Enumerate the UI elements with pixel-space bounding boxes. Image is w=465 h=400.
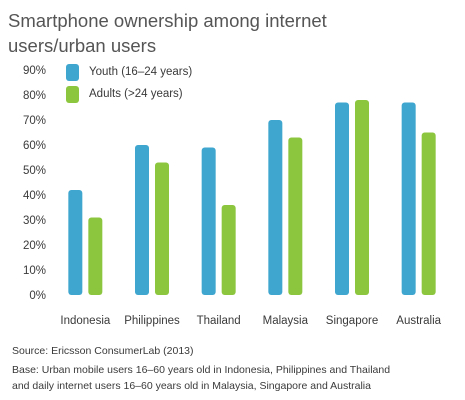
legend-label-youth: Youth (16–24 years) bbox=[89, 66, 193, 78]
x-tick-label-malaysia: Malaysia bbox=[263, 315, 309, 327]
x-tick-label-philippines: Philippines bbox=[124, 315, 180, 327]
y-tick-label: 60% bbox=[23, 140, 46, 152]
y-tick-label: 30% bbox=[23, 215, 46, 227]
legend: Youth (16–24 years) Adults (>24 years) bbox=[66, 62, 192, 106]
chart-title-line-2: users/urban users bbox=[8, 35, 157, 56]
x-tick-label-indonesia: Indonesia bbox=[60, 315, 110, 327]
bar-adults-australia bbox=[421, 132, 436, 295]
y-tick-label: 40% bbox=[23, 190, 46, 202]
source-note: Source: Ericsson ConsumerLab (2013) bbox=[12, 345, 194, 357]
bar-youth-philippines bbox=[135, 145, 149, 295]
chart-title-line-1: Smartphone ownership among internet bbox=[8, 10, 327, 31]
legend-item-youth: Youth (16–24 years) bbox=[66, 62, 192, 82]
y-tick-label: 10% bbox=[23, 265, 46, 277]
legend-label-adults: Adults (>24 years) bbox=[89, 88, 183, 100]
legend-item-adults: Adults (>24 years) bbox=[66, 84, 192, 104]
y-tick-label: 50% bbox=[23, 165, 46, 177]
y-tick-label: 0% bbox=[29, 290, 46, 302]
legend-swatch-youth bbox=[66, 63, 79, 81]
y-tick-label: 20% bbox=[23, 240, 46, 252]
bar-youth-indonesia bbox=[68, 190, 83, 295]
bar-adults-philippines bbox=[155, 162, 169, 295]
bar-youth-singapore bbox=[335, 102, 349, 295]
bar-youth-australia bbox=[401, 102, 416, 295]
base-note: Base: Urban mobile users 16–60 years old… bbox=[12, 362, 462, 394]
x-tick-label-thailand: Thailand bbox=[197, 315, 241, 327]
bar-youth-thailand bbox=[201, 147, 216, 295]
bar-adults-singapore bbox=[355, 100, 369, 295]
chart-title: Smartphone ownership among internet user… bbox=[8, 8, 448, 58]
legend-swatch-adults bbox=[66, 85, 79, 103]
x-tick-label-singapore: Singapore bbox=[326, 315, 378, 327]
base-note-line-2: and daily internet users 16–60 years old… bbox=[12, 380, 371, 392]
base-note-line-1: Base: Urban mobile users 16–60 years old… bbox=[12, 364, 391, 376]
y-tick-label: 70% bbox=[23, 115, 46, 127]
bar-adults-thailand bbox=[221, 205, 236, 295]
x-tick-label-australia: Australia bbox=[396, 315, 441, 327]
y-tick-label: 80% bbox=[23, 90, 46, 102]
bar-youth-malaysia bbox=[268, 120, 283, 295]
y-tick-label: 90% bbox=[23, 65, 46, 77]
bar-adults-malaysia bbox=[288, 137, 303, 295]
bar-adults-indonesia bbox=[88, 217, 103, 295]
